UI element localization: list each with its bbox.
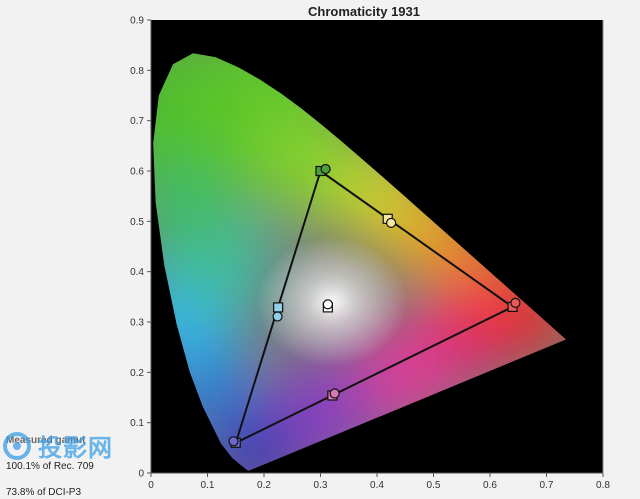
square-marker-6: [273, 302, 284, 313]
x-tick-label-5: 0.5: [427, 480, 441, 491]
circle-marker-1: [320, 163, 331, 175]
y-tick-labels: 0 0.1 0.2 0.3 0.4 0.5 0.6 0.7 0.8 0.9: [130, 16, 151, 480]
circle-marker-3: [322, 299, 333, 310]
x-tick-label-2: 0.2: [257, 480, 271, 491]
circle-marker-6: [272, 311, 283, 322]
circle-marker-5: [329, 388, 340, 399]
x-tick-label-3: 0.3: [314, 480, 328, 491]
circle-marker-2: [228, 436, 239, 447]
x-tick-label-0: 0: [148, 480, 154, 491]
watermark-text: 投影网: [38, 434, 113, 462]
y-tick-label-8: 0.8: [130, 66, 144, 77]
circle-marker-4: [386, 217, 397, 228]
y-tick-label-3: 0.3: [130, 318, 144, 329]
y-tick-label-0: 0: [138, 469, 144, 480]
legend-rec709: 100.1% of Rec. 709: [6, 461, 94, 472]
x-tick-label-7: 0.7: [540, 480, 554, 491]
x-tick-label-4: 0.4: [370, 480, 384, 491]
y-tick-label-5: 0.5: [130, 217, 144, 228]
circle-marker-0: [510, 297, 521, 308]
y-tick-label-4: 0.4: [130, 267, 144, 278]
x-tick-label-8: 0.8: [596, 480, 610, 491]
x-tick-labels: 0 0.1 0.2 0.3 0.4 0.5 0.6 0.7 0.8: [148, 473, 610, 491]
y-tick-label-6: 0.6: [130, 167, 144, 178]
x-tick-label-1: 0.1: [201, 480, 215, 491]
y-tick-label-2: 0.2: [130, 368, 144, 379]
x-tick-label-6: 0.6: [483, 480, 497, 491]
circle-logo-icon: [3, 431, 31, 460]
measurement-markers: [228, 163, 521, 448]
legend-title: Measured gamut: [6, 435, 86, 446]
chart-title: Chromaticity 1931: [308, 4, 420, 19]
y-tick-label-7: 0.7: [130, 116, 144, 127]
y-tick-label-1: 0.1: [130, 418, 144, 429]
y-tick-label-9: 0.9: [130, 16, 144, 27]
watermark: 投影网: [2, 428, 113, 463]
